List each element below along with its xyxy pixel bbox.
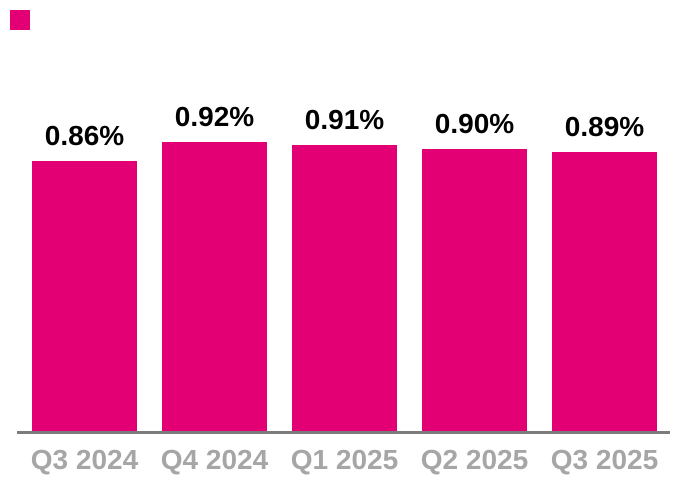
bar [422,149,527,431]
bar [292,145,397,431]
brand-accent-square [10,10,30,30]
category-label: Q1 2025 [290,444,399,475]
bar-value-label: 0.89% [564,111,645,142]
bar-value-label: 0.90% [434,108,515,139]
bar [32,161,137,431]
bar-value-label: 0.92% [174,101,255,132]
category-label: Q3 2024 [30,444,139,475]
category-label: Q4 2024 [160,444,269,475]
bar-value-label: 0.91% [304,104,385,135]
category-label: Q2 2025 [420,444,529,475]
bar [162,142,267,431]
x-axis-line [17,431,670,434]
bar-value-label: 0.86% [44,120,125,151]
bar [552,152,657,431]
category-label: Q3 2025 [550,444,659,475]
